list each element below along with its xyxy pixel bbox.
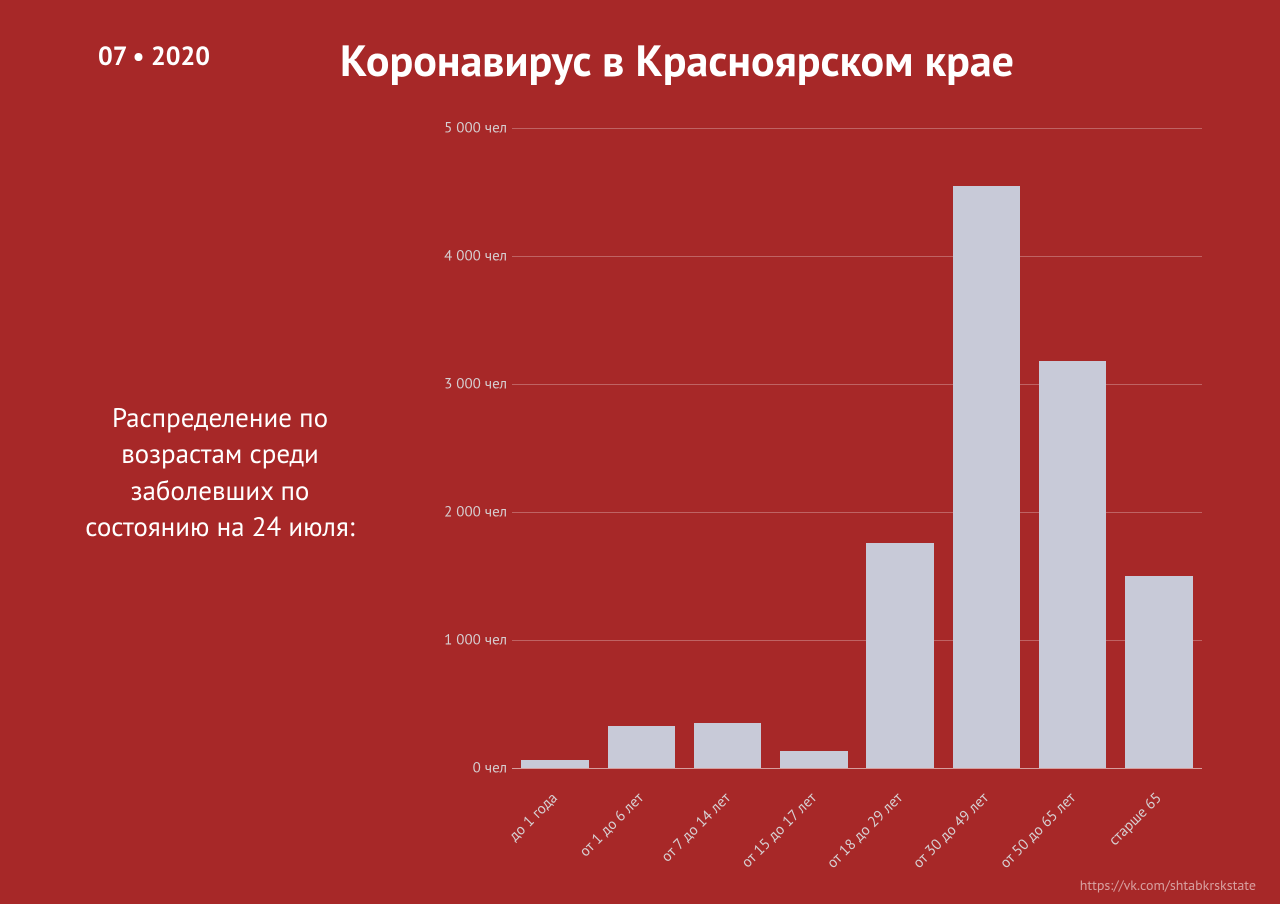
page-title: Коронавирус в Красноярском крае — [340, 32, 1014, 89]
bar — [521, 760, 588, 768]
ytick-label: 1 000 чел — [417, 631, 507, 650]
bar — [608, 726, 675, 768]
ytick-label: 4 000 чел — [417, 247, 507, 266]
plot-area: 0 чел1 000 чел2 000 чел3 000 чел4 000 че… — [512, 128, 1202, 768]
ytick-label: 2 000 чел — [417, 503, 507, 522]
source-link: https://vk.com/shtabkrskstate — [1080, 876, 1256, 894]
ytick-label: 0 чел — [417, 759, 507, 778]
bar — [953, 186, 1020, 768]
date-label: 07 • 2020 — [98, 40, 210, 73]
bar — [694, 723, 761, 768]
age-distribution-bar-chart: 0 чел1 000 чел2 000 чел3 000 чел4 000 че… — [512, 128, 1202, 768]
bar — [1039, 361, 1106, 768]
ytick-label: 5 000 чел — [417, 119, 507, 138]
gridline — [512, 128, 1202, 129]
bar — [1125, 576, 1192, 768]
gridline — [512, 768, 1202, 769]
bar — [780, 751, 847, 768]
ytick-label: 3 000 чел — [417, 375, 507, 394]
gridline — [512, 256, 1202, 257]
bar — [866, 543, 933, 768]
chart-subtitle: Распределение повозрастам средизаболевши… — [60, 400, 380, 546]
